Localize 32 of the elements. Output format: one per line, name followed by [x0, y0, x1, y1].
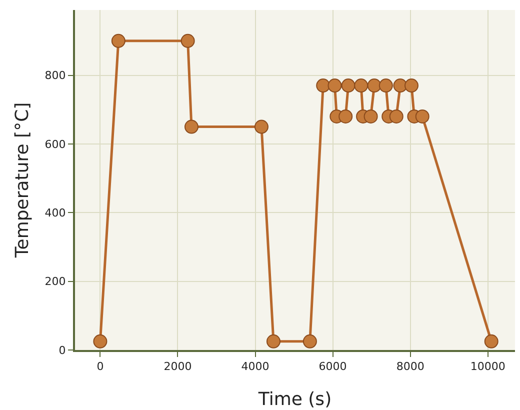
point — [415, 109, 430, 124]
point — [111, 34, 126, 48]
point — [364, 109, 378, 124]
x-tick-label: 8000 — [396, 360, 424, 374]
y-axis-title: Temperature [°C] — [12, 102, 33, 259]
point — [266, 334, 280, 348]
point — [328, 78, 342, 93]
point — [404, 78, 418, 93]
point — [389, 109, 404, 124]
point — [254, 120, 268, 134]
x-tick-label: 4000 — [241, 360, 270, 374]
point — [378, 78, 393, 93]
point — [184, 120, 198, 134]
y-tick-label: 800 — [44, 69, 66, 82]
point — [354, 78, 368, 93]
point — [316, 78, 330, 93]
point — [180, 34, 195, 48]
point — [367, 78, 382, 93]
y-tick-label: 0 — [58, 344, 66, 357]
point — [341, 78, 356, 93]
point — [93, 334, 108, 348]
x-tick-label: 6000 — [318, 360, 347, 374]
y-tick-label: 400 — [44, 206, 66, 220]
x-tick-label: 0 — [96, 360, 104, 374]
x-tick-label: 10000 — [470, 360, 506, 374]
y-tick-label: 200 — [44, 275, 66, 288]
x-tick-label: 2000 — [164, 360, 192, 374]
point — [302, 334, 317, 348]
point — [484, 334, 498, 348]
y-tick-label: 600 — [44, 138, 66, 151]
x-axis-title: Time (s) — [257, 389, 332, 410]
point — [338, 109, 353, 124]
